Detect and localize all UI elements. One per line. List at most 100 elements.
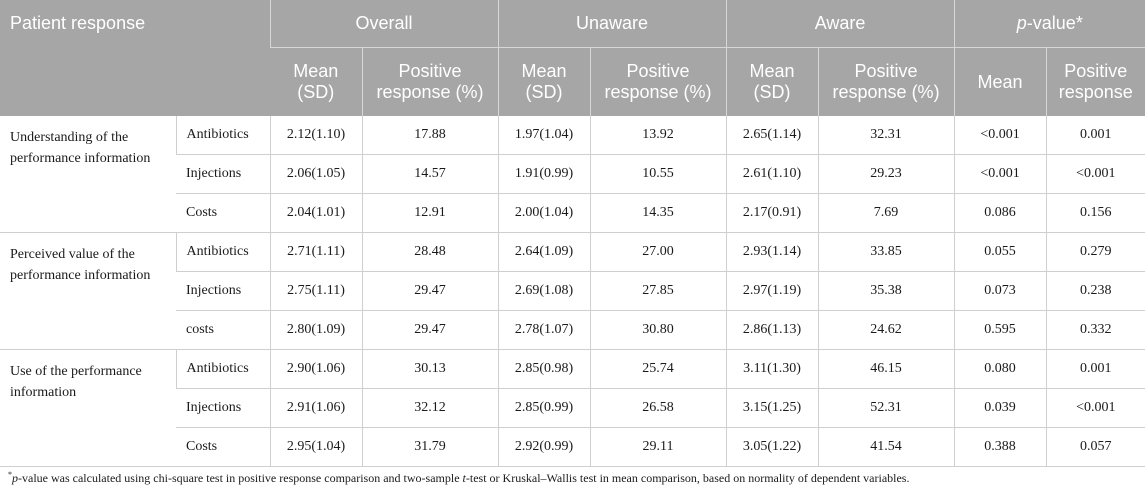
table-cell: 2.95(1.04) — [269, 427, 362, 467]
section-label: Understanding of the performance informa… — [0, 116, 176, 233]
table-cell: <0.001 — [1045, 154, 1145, 194]
row-item-label: Antibiotics — [175, 349, 270, 389]
table-cell: 2.17(0.91) — [725, 193, 819, 233]
table-cell: 0.086 — [953, 193, 1047, 233]
table-cell: 52.31 — [817, 388, 955, 428]
table-cell: 26.58 — [589, 388, 727, 428]
table-cell: 3.11(1.30) — [725, 349, 819, 389]
row-item-label: Antibiotics — [175, 116, 270, 155]
table-cell: <0.001 — [953, 154, 1047, 194]
table-row: Understanding of the performance informa… — [0, 116, 1145, 233]
table-cell: 2.04(1.01) — [269, 193, 362, 233]
row-item-label: Injections — [176, 388, 270, 428]
table-cell: 0.001 — [1045, 116, 1145, 155]
table-cell: 1.91(0.99) — [497, 154, 591, 194]
table-cell: 2.85(0.98) — [497, 349, 591, 389]
pvalue-p: p — [1016, 13, 1027, 33]
table-row: Injections 2.91(1.06) 32.12 2.85(0.99) 26.58… — [0, 388, 1145, 428]
table-cell: 0.595 — [953, 310, 1047, 350]
table-cell: 29.47 — [361, 271, 499, 311]
pvalue-label: -value* — [1026, 13, 1083, 33]
table-cell: 2.64(1.09) — [497, 232, 591, 272]
table-cell: 3.05(1.22) — [725, 427, 819, 467]
row-item-label: Antibiotics — [175, 232, 270, 272]
row-item-label: Injections — [176, 271, 270, 311]
table-row: costs 2.80(1.09) 29.47 2.78(1.07) 30.80 2.86(… — [0, 310, 1145, 350]
table-cell: 2.93(1.14) — [725, 232, 819, 272]
table-cell: 14.57 — [361, 154, 499, 194]
table-cell: 24.62 — [817, 310, 955, 350]
table-row: Perceived value of the performance infor… — [0, 232, 1145, 350]
table-cell: 2.86(1.13) — [725, 310, 819, 350]
table-cell: 28.48 — [361, 232, 499, 272]
table-cell: 27.85 — [589, 271, 727, 311]
table-cell: 2.90(1.06) — [269, 349, 362, 389]
header-group-overall: Overall — [269, 0, 499, 48]
subheader-pvalue-mean: Mean — [953, 47, 1047, 116]
table-cell: 2.65(1.14) — [725, 116, 819, 155]
table-cell: 2.97(1.19) — [725, 271, 819, 311]
table-cell: 2.71(1.11) — [269, 232, 362, 272]
table-cell: 25.74 — [589, 349, 727, 389]
table-cell: 10.55 — [589, 154, 727, 194]
section-label: Use of the performance information — [0, 349, 176, 467]
table-row: Costs 2.04(1.01) 12.91 2.00(1.04) 14.35 2.17(… — [0, 193, 1145, 233]
table-cell: 29.11 — [589, 427, 727, 467]
table-row: Injections 2.06(1.05) 14.57 1.91(0.99) 10.55… — [0, 154, 1145, 194]
table-cell: 46.15 — [817, 349, 955, 389]
section-label: Perceived value of the performance infor… — [0, 232, 176, 350]
table-cell: 2.61(1.10) — [725, 154, 819, 194]
table-cell: 29.47 — [361, 310, 499, 350]
table-cell: 0.001 — [1045, 349, 1145, 389]
table-cell: 2.85(0.99) — [497, 388, 591, 428]
subheader-positive: Positive response (%) — [817, 47, 955, 116]
subheader-positive: Positive response (%) — [361, 47, 499, 116]
subheader-mean: Mean (SD) — [270, 47, 362, 116]
row-item-label: Costs — [176, 193, 270, 233]
table-cell: 0.073 — [953, 271, 1047, 311]
subheader-mean: Mean (SD) — [497, 47, 591, 116]
table-cell: 14.35 — [589, 193, 727, 233]
header-group-aware: Aware — [725, 0, 955, 48]
table-cell: 2.92(0.99) — [497, 427, 591, 467]
header-group-pvalue: p-value* — [953, 0, 1145, 48]
table-cell: 2.78(1.07) — [497, 310, 591, 350]
table-cell: 32.31 — [817, 116, 955, 155]
table-cell: 12.91 — [361, 193, 499, 233]
table-cell: 0.057 — [1045, 427, 1145, 467]
table-cell: 2.75(1.11) — [269, 271, 362, 311]
table-cell: 0.156 — [1045, 193, 1145, 233]
table-cell: <0.001 — [953, 116, 1047, 155]
table-cell: 29.23 — [817, 154, 955, 194]
table-row: Costs 2.95(1.04) 31.79 2.92(0.99) 29.11 3.05(… — [0, 427, 1145, 467]
table-cell: 0.279 — [1045, 232, 1145, 272]
table-cell: 27.00 — [589, 232, 727, 272]
table-cell: 3.15(1.25) — [725, 388, 819, 428]
table-cell: 7.69 — [817, 193, 955, 233]
footnote: *p-value was calculated using chi-square… — [8, 470, 910, 485]
table-cell: 35.38 — [817, 271, 955, 311]
table-cell: 13.92 — [589, 116, 727, 155]
table-cell: 2.69(1.08) — [497, 271, 591, 311]
table-cell: 2.00(1.04) — [497, 193, 591, 233]
table-row: Injections 2.75(1.11) 29.47 2.69(1.08) 27.85… — [0, 271, 1145, 311]
table-cell: 0.238 — [1045, 271, 1145, 311]
table-cell: 0.039 — [953, 388, 1047, 428]
subheader-positive: Positive response (%) — [589, 47, 727, 116]
table-cell: 32.12 — [361, 388, 499, 428]
row-item-label: Costs — [176, 427, 270, 467]
table-cell: 2.91(1.06) — [269, 388, 362, 428]
table-cell: 0.080 — [953, 349, 1047, 389]
table-cell: 0.055 — [953, 232, 1047, 272]
header-group-unaware: Unaware — [497, 0, 727, 48]
table-row: Use of the performance information Antibi… — [0, 349, 1145, 467]
table-cell: 41.54 — [817, 427, 955, 467]
table-cell: 2.80(1.09) — [269, 310, 362, 350]
results-table: Patient response Overall Unaware Aware p… — [0, 0, 1145, 467]
table-cell: 1.97(1.04) — [497, 116, 591, 155]
row-item-label: Injections — [176, 154, 270, 194]
table-cell: 2.06(1.05) — [269, 154, 362, 194]
table-cell: 30.13 — [361, 349, 499, 389]
subheader-mean: Mean (SD) — [725, 47, 819, 116]
subheader-pvalue-positive: Positive response — [1045, 47, 1145, 116]
